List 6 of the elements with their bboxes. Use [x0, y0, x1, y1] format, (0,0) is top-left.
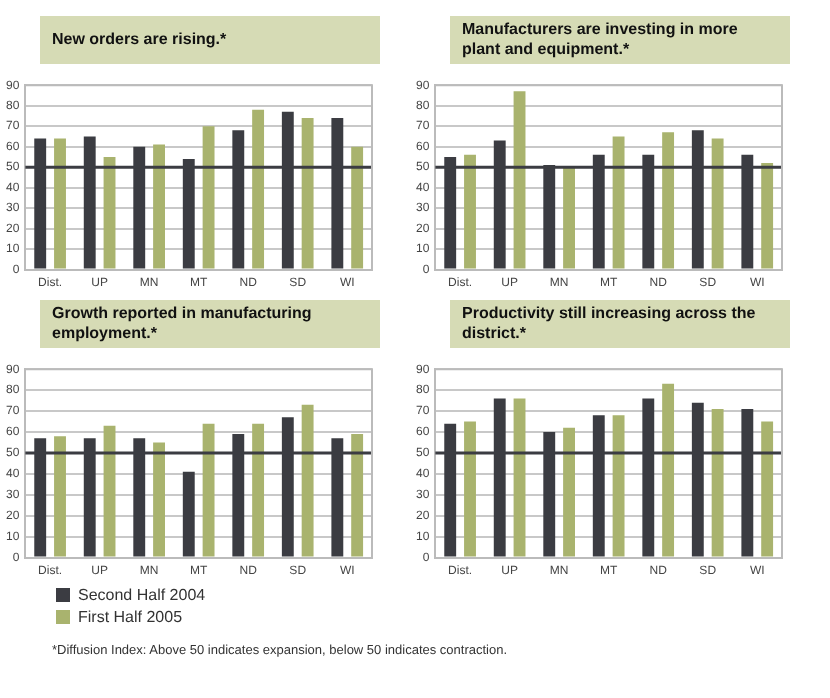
- chart-title: Manufacturers are investing in more plant and equipment.*: [450, 16, 790, 64]
- chart-title: Growth reported in manufacturing employment.*: [40, 300, 380, 348]
- legend-label: Second Half 2004: [78, 586, 206, 604]
- legend-label: First Half 2005: [78, 608, 183, 626]
- chart-title: New orders are rising.*: [40, 16, 380, 64]
- chart-title: Productivity still increasing across the district.*: [450, 300, 790, 348]
